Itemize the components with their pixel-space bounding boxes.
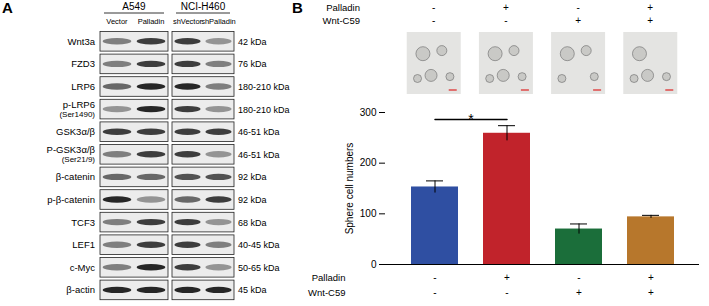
svg-text:76 kDa: 76 kDa: [238, 59, 267, 69]
svg-text:shVector: shVector: [173, 17, 203, 26]
svg-text:-: -: [577, 272, 580, 283]
svg-text:+: +: [575, 15, 581, 26]
svg-text:300: 300: [360, 107, 377, 118]
svg-text:p-β-catenin: p-β-catenin: [47, 194, 95, 205]
svg-text:+: +: [647, 15, 653, 26]
svg-text:(Ser1490): (Ser1490): [59, 110, 95, 119]
svg-text:-: -: [432, 2, 435, 13]
svg-text:TCF3: TCF3: [71, 217, 95, 228]
svg-text:Sphere cell numbers: Sphere cell numbers: [344, 143, 355, 235]
svg-text:+: +: [647, 2, 653, 13]
svg-text:92 kDa: 92 kDa: [238, 195, 267, 205]
svg-text:45 kDa: 45 kDa: [238, 285, 267, 295]
svg-text:-: -: [576, 2, 579, 13]
svg-text:+: +: [576, 287, 582, 298]
svg-text:42 kDa: 42 kDa: [238, 37, 267, 47]
svg-text:Vector: Vector: [106, 17, 128, 26]
svg-text:46-51 kDa: 46-51 kDa: [238, 127, 280, 137]
svg-text:92 kDa: 92 kDa: [238, 172, 267, 182]
svg-text:40-45 kDa: 40-45 kDa: [238, 240, 280, 250]
svg-text:0: 0: [371, 259, 377, 270]
svg-text:LRP6: LRP6: [71, 81, 95, 92]
svg-text:Palladin: Palladin: [138, 17, 165, 26]
svg-text:FZD3: FZD3: [71, 58, 95, 69]
svg-text:Palladin: Palladin: [326, 2, 360, 13]
svg-text:A: A: [2, 0, 13, 16]
svg-text:68 kDa: 68 kDa: [238, 218, 267, 228]
svg-text:+: +: [503, 2, 509, 13]
svg-text:(Ser21/9): (Ser21/9): [62, 155, 96, 164]
svg-text:*: *: [468, 111, 474, 127]
svg-text:LEF1: LEF1: [72, 239, 95, 250]
svg-text:shPalladin: shPalladin: [201, 17, 236, 26]
svg-text:-: -: [432, 15, 435, 26]
svg-text:Palladin: Palladin: [312, 272, 346, 283]
svg-text:Wnt-C59: Wnt-C59: [323, 15, 360, 26]
svg-text:p-LRP6: p-LRP6: [63, 99, 95, 110]
svg-text:NCI-H460: NCI-H460: [181, 1, 226, 12]
svg-text:β-catenin: β-catenin: [56, 171, 95, 182]
svg-text:50-65 kDa: 50-65 kDa: [238, 263, 280, 273]
svg-text:-: -: [433, 272, 436, 283]
svg-text:-: -: [505, 287, 508, 298]
svg-text:A549: A549: [122, 1, 146, 12]
svg-text:180-210 kDa: 180-210 kDa: [238, 82, 290, 92]
svg-text:c-Myc: c-Myc: [70, 262, 96, 273]
svg-text:GSK3α/β: GSK3α/β: [56, 126, 95, 137]
svg-text:-: -: [433, 287, 436, 298]
svg-text:100: 100: [360, 208, 377, 219]
svg-text:180-210 kDa: 180-210 kDa: [238, 105, 290, 115]
svg-text:Wnt3a: Wnt3a: [68, 36, 96, 47]
svg-text:+: +: [648, 287, 654, 298]
svg-text:Wnt-C59: Wnt-C59: [308, 287, 345, 298]
svg-text:+: +: [504, 272, 510, 283]
svg-text:β-actin: β-actin: [66, 284, 95, 295]
svg-text:-: -: [504, 15, 507, 26]
svg-text:200: 200: [360, 157, 377, 168]
svg-text:P-GSK3α/β: P-GSK3α/β: [47, 144, 96, 155]
svg-text:46-51 kDa: 46-51 kDa: [238, 150, 280, 160]
svg-text:+: +: [648, 272, 654, 283]
svg-text:B: B: [292, 0, 303, 16]
